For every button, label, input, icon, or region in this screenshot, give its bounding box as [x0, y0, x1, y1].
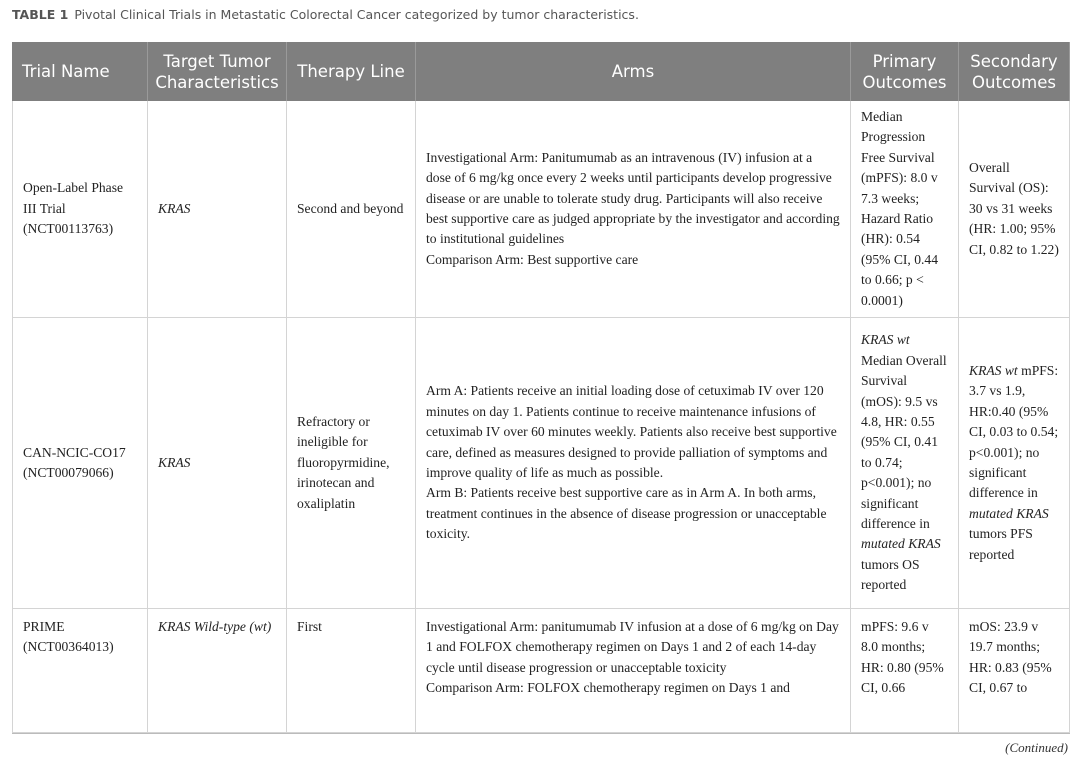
cell-text: tumors OS reported	[861, 556, 920, 593]
cell-text: tumors PFS reported	[969, 526, 1033, 562]
cell-text: KRAS	[158, 454, 191, 470]
cell-text: KRAS wt	[969, 362, 1018, 378]
cell-therapy-line: Second and beyond	[287, 101, 416, 318]
cell-text: PRIME (NCT00364013)	[23, 619, 114, 655]
cell-primary-outcomes: Median Progression Free Survival (mPFS):…	[851, 101, 959, 318]
cell-target-tumor: KRAS	[148, 318, 287, 609]
cell-text: mutated KRAS	[861, 536, 941, 552]
clinical-trials-table: Trial Name Target Tumor Characteristics …	[12, 42, 1070, 734]
header-primary-outcomes: Primary Outcomes	[851, 42, 959, 101]
continued-note: (Continued)	[1005, 740, 1068, 755]
header-trial-name: Trial Name	[12, 42, 148, 101]
cell-text: First	[297, 619, 322, 634]
cell-text: Investigational Arm: Panitumumab as an i…	[426, 149, 840, 247]
cell-text: Second and beyond	[297, 200, 404, 216]
cell-text: KRAS	[158, 200, 191, 216]
cell-text: Refractory or ineligible for fluoropyrmi…	[297, 413, 390, 511]
cell-arms: Investigational Arm: Panitumumab as an i…	[416, 101, 851, 318]
cell-target-tumor: KRAS	[148, 101, 287, 318]
cell-therapy-line: Refractory or ineligible for fluoropyrmi…	[287, 318, 416, 609]
cell-text: KRAS Wild-type (wt)	[158, 619, 272, 634]
cell-text: Comparison Arm: Best supportive care	[426, 251, 639, 267]
table-caption: TABLE 1 Pivotal Clinical Trials in Metast…	[12, 7, 639, 22]
cell-text: Median Overall Survival (mOS): 9.5 vs 4.…	[861, 352, 947, 532]
cell-therapy-line: First	[287, 609, 416, 733]
header-secondary-outcomes: Secondary Outcomes	[959, 42, 1070, 101]
cell-trial-name: Open-Label Phase III Trial (NCT00113763)	[12, 101, 148, 318]
cell-text: Open-Label Phase III Trial (NCT00113763)	[23, 180, 124, 237]
cell-text: Overall Survival (OS): 30 vs 31 weeks (H…	[969, 159, 1059, 257]
cell-text: CAN-NCIC-CO17 (NCT00079066)	[23, 444, 126, 480]
cell-primary-outcomes: mPFS: 9.6 v 8.0 months; HR: 0.80 (95% CI…	[851, 609, 959, 733]
cell-text: Arm A: Patients receive an initial loadi…	[426, 383, 837, 480]
cell-text: mPFS: 3.7 vs 1.9, HR:0.40 (95% CI, 0.03 …	[969, 362, 1059, 501]
header-therapy-line: Therapy Line	[287, 42, 416, 101]
cell-text: KRAS wt	[861, 332, 910, 348]
cell-text: Investigational Arm: panitumumab IV infu…	[426, 619, 839, 675]
cell-primary-outcomes: KRAS wt Median Overall Survival (mOS): 9…	[851, 318, 959, 609]
cell-text: Median Progression Free Survival (mPFS):…	[861, 108, 939, 308]
table-title: Pivotal Clinical Trials in Metastatic Co…	[74, 7, 639, 22]
cell-secondary-outcomes: Overall Survival (OS): 30 vs 31 weeks (H…	[959, 101, 1070, 318]
table-label: TABLE 1	[12, 7, 69, 22]
header-target-tumor: Target Tumor Characteristics	[148, 42, 287, 101]
cell-arms: Arm A: Patients receive an initial loadi…	[416, 318, 851, 609]
cell-text: mOS: 23.9 v 19.7 months; HR: 0.83 (95% C…	[969, 619, 1052, 696]
cell-trial-name: CAN-NCIC-CO17 (NCT00079066)	[12, 318, 148, 609]
cell-arms: Investigational Arm: panitumumab IV infu…	[416, 609, 851, 733]
cell-secondary-outcomes: KRAS wt mPFS: 3.7 vs 1.9, HR:0.40 (95% C…	[959, 318, 1070, 609]
cell-text: Comparison Arm: FOLFOX chemotherapy regi…	[426, 680, 790, 696]
cell-text: Arm B: Patients receive best supportive …	[426, 485, 827, 542]
header-arms: Arms	[416, 42, 851, 101]
cell-text: mutated KRAS	[969, 505, 1049, 521]
cell-secondary-outcomes: mOS: 23.9 v 19.7 months; HR: 0.83 (95% C…	[959, 609, 1070, 733]
cell-target-tumor: KRAS Wild-type (wt)	[148, 609, 287, 733]
cell-trial-name: PRIME (NCT00364013)	[12, 609, 148, 733]
cell-text: mPFS: 9.6 v 8.0 months; HR: 0.80 (95% CI…	[861, 619, 944, 696]
